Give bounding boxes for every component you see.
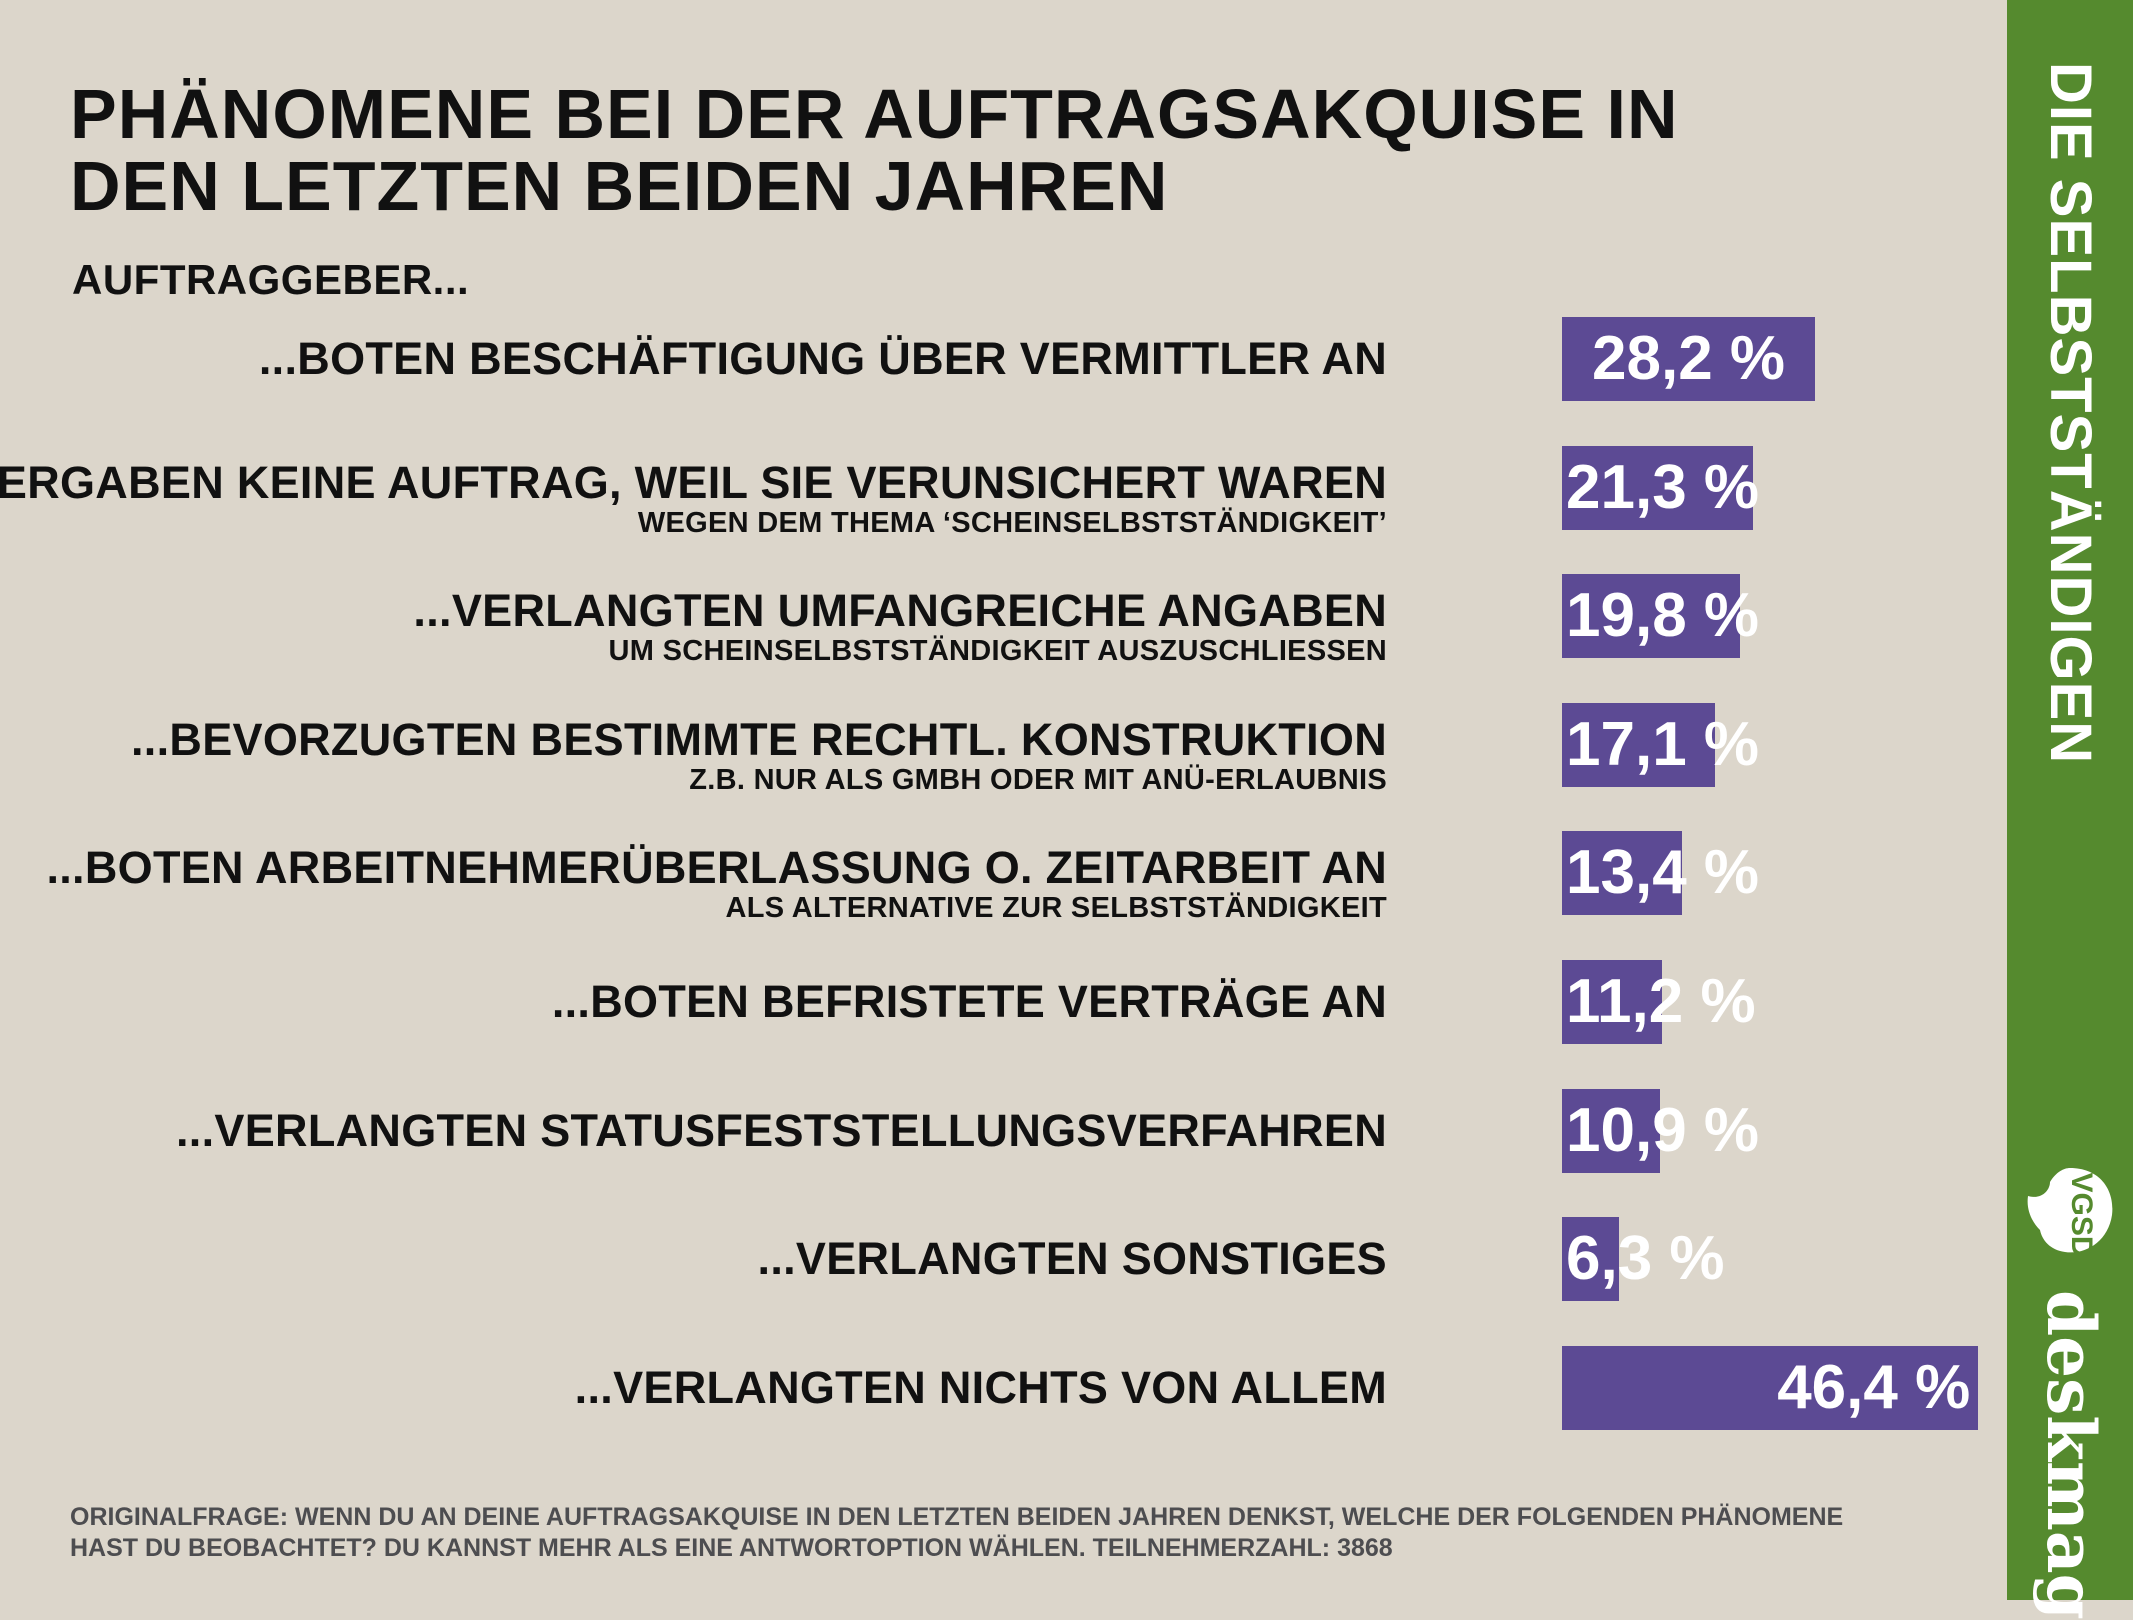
sidebar-title: DIE SELBSTSTÄNDIGEN [2038,62,2103,765]
footnote: ORIGINALFRAGE: WENN DU AN DEINE AUFTRAGS… [70,1502,1970,1564]
category-sublabel: ALS ALTERNATIVE ZUR SELBSTSTÄNDIGKEIT [725,892,1387,925]
category-label: ...VERLANGTEN UMFANGREICHE ANGABEN UM SCH… [413,585,1387,668]
page-title: PHÄNOMENE BEI DER AUFTRAGSAKQUISE IN DEN… [70,78,1679,222]
bar-row: ...BOTEN BEFRISTETE VERTRÄGE AN 11,2 % [0,960,2000,1130]
bar-row: ...VERLANGTEN STATUSFESTSTELLUNGSVERFAHR… [0,1088,2000,1259]
value-label: 11,2 % [1566,967,1756,1036]
bar [1562,574,1740,659]
deskmag-logo: deskmag [2032,1290,2110,1620]
title-line-2: DEN LETZTEN BEIDEN JAHREN [70,147,1169,225]
category-label: ...VERLANGTEN STATUSFESTSTELLUNGSVERFAHR… [176,1104,1387,1156]
category-label-main: ...VERGABEN KEINE AUFTRAG, WEIL SIE VERU… [0,456,1387,508]
category-label: ...BOTEN BEFRISTETE VERTRÄGE AN [552,977,1387,1027]
bar [1562,831,1683,916]
bar-row: ...BOTEN BESCHÄFTIGUNG ÜBER VERMITTLER A… [0,317,2000,487]
category-label: ...BOTEN BESCHÄFTIGUNG ÜBER VERMITTLER A… [259,334,1387,384]
svg-text:VGSD: VGSD [2065,1172,2098,1257]
category-label-main: ...BOTEN ARBEITNEHMERÜBERLASSUNG O. ZEIT… [46,842,1387,894]
bar [1562,1217,1619,1302]
value-label: 13,4 % [1566,838,1760,908]
category-label: ...BOTEN ARBEITNEHMERÜBERLASSUNG O. ZEIT… [46,842,1387,925]
category-label: ...VERLANGTEN SONSTIGES [758,1234,1387,1284]
category-label-main: ...BEVORZUGTEN BESTIMMTE RECHTL. KONSTRU… [131,713,1387,765]
bar-row: ...VERLANGTEN UMFANGREICHE ANGABEN UM SCH… [0,574,2000,744]
category-label-main: ...BOTEN BESCHÄFTIGUNG ÜBER VERMITTLER A… [258,333,1387,384]
category-label: ...VERGABEN KEINE AUFTRAG, WEIL SIE VERU… [0,456,1387,539]
bar [1562,960,1663,1044]
bar [1562,317,1815,401]
category-label-main: ...VERLANGTEN NICHTS VON ALLEM [574,1361,1387,1413]
category-label-main: ...BOTEN BEFRISTETE VERTRÄGE AN [551,976,1387,1027]
value-label: 46,4 % [1777,1352,1971,1422]
bar [1562,1088,1660,1173]
category-sublabel: Z.B. NUR ALS GMBH ODER MIT ANÜ-ERLAUBNIS [689,763,1387,796]
value-label: 19,8 % [1566,581,1760,651]
footnote-line-1: ORIGINALFRAGE: WENN DU AN DEINE AUFTRAGS… [70,1503,1844,1531]
vgsd-logo-icon: VGSD [2027,1168,2113,1258]
bar [1562,702,1716,787]
value-label: 17,1 % [1566,709,1760,779]
value-label: 6,3 % [1566,1224,1725,1294]
bar [1562,1345,1979,1430]
category-label: ...BEVORZUGTEN BESTIMMTE RECHTL. KONSTRU… [131,713,1387,796]
bar-row: ...BEVORZUGTEN BESTIMMTE RECHTL. KONSTRU… [0,702,2000,873]
category-label: ...VERLANGTEN NICHTS VON ALLEM [574,1361,1387,1413]
bar-row: ...VERLANGTEN SONSTIGES 6,3 % [0,1217,2000,1387]
category-label-main: ...VERLANGTEN UMFANGREICHE ANGABEN [413,585,1387,637]
bar-row: ...VERLANGTEN NICHTS VON ALLEM 46,4 % [0,1345,2000,1516]
bar-row: ...BOTEN ARBEITNEHMERÜBERLASSUNG O. ZEIT… [0,831,2000,1001]
value-label: 10,9 % [1566,1095,1760,1165]
category-label-main: ...VERLANGTEN SONSTIGES [757,1233,1387,1285]
footnote-line-2: HAST DU BEOBACHTET? DU KANNST MEHR ALS E… [70,1534,1393,1562]
title-line-1: PHÄNOMENE BEI DER AUFTRAGSAKQUISE IN [70,75,1679,153]
bar [1562,445,1754,530]
bar-row: ...VERGABEN KEINE AUFTRAG, WEIL SIE VERU… [0,445,2000,616]
value-label: 21,3 % [1566,452,1760,522]
sidebar-strip [2007,0,2133,1600]
category-sublabel: UM SCHEINSELBSTSTÄNDIGKEIT AUSZUSCHLIESS… [608,635,1387,668]
category-label-main: ...VERLANGTEN STATUSFESTSTELLUNGSVERFAHR… [176,1104,1387,1156]
subtitle: AUFTRAGGEBER... [72,256,470,303]
category-sublabel: WEGEN DEM THEMA ‘SCHEINSELBSTSTÄNDIGKEIT… [637,506,1387,539]
value-label: 28,2 % [1592,324,1786,393]
